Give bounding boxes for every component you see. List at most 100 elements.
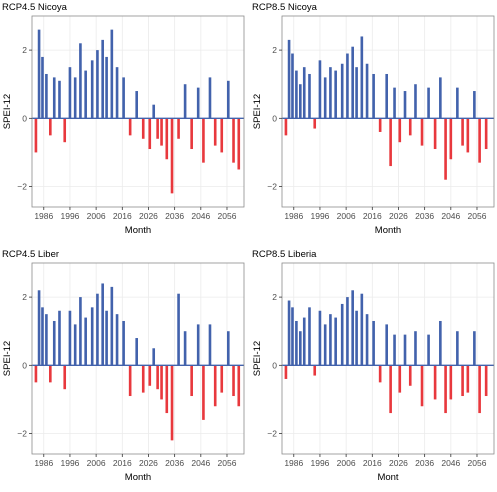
bar-positive <box>385 324 388 366</box>
x-tick-label: 2056 <box>468 211 487 221</box>
bar-positive <box>318 60 322 119</box>
x-tick-label: 2056 <box>218 211 237 221</box>
bar-positive <box>403 91 407 119</box>
panel-title: RCP4.5 Nicoya <box>2 2 68 13</box>
bar-negative <box>170 365 174 441</box>
bar-negative <box>449 118 453 160</box>
bar-negative <box>213 365 217 407</box>
x-tick-label: 2016 <box>363 211 382 221</box>
bar-positive <box>308 73 311 119</box>
chart-panel-3: −2 0 2 1986 1996 2006 2016 2026 2036 2046 2056 RCP4… <box>2 249 245 483</box>
bar-positive <box>110 29 114 119</box>
y-tick-label: −2 <box>267 182 277 192</box>
y-axis-title: SPEI-12 <box>252 341 263 376</box>
bar-positive <box>105 310 108 366</box>
bar-negative <box>148 365 152 386</box>
bar-positive <box>58 310 61 366</box>
bar-positive <box>340 303 344 366</box>
bar-negative <box>34 118 38 153</box>
bar-negative <box>461 118 464 146</box>
bar-positive <box>414 331 417 366</box>
bar-positive <box>302 67 306 119</box>
x-tick-label: 2056 <box>218 458 237 468</box>
bar-positive <box>456 331 459 366</box>
y-tick-label: 2 <box>22 292 27 302</box>
x-tick-label: 2026 <box>389 458 408 468</box>
bar-negative <box>433 118 437 150</box>
bar-negative <box>398 365 402 393</box>
bar-positive <box>58 80 61 119</box>
y-tick-label: −2 <box>267 429 277 439</box>
bar-positive <box>334 70 337 119</box>
bar-positive <box>340 63 344 119</box>
bar-positive <box>226 80 230 119</box>
bar-positive <box>73 324 77 366</box>
bar-negative <box>466 118 470 153</box>
bar-positive <box>41 307 44 366</box>
bar-negative <box>484 118 488 150</box>
x-axis-title: Mont <box>377 472 398 483</box>
bar-positive <box>68 310 72 366</box>
bar-positive <box>110 286 114 366</box>
bar-positive <box>96 50 99 119</box>
bar-positive <box>329 67 332 119</box>
y-tick-label: 0 <box>272 113 277 123</box>
bar-negative <box>165 118 169 160</box>
x-tick-label: 2006 <box>87 458 106 468</box>
bar-positive <box>295 70 298 119</box>
bar-positive <box>439 77 442 119</box>
bar-positive <box>73 77 77 119</box>
y-tick-label: 2 <box>22 45 27 55</box>
x-tick-label: 1986 <box>284 211 303 221</box>
y-axis-title: SPEI-12 <box>252 94 263 129</box>
x-tick-label: 2026 <box>389 211 408 221</box>
bar-positive <box>360 36 364 119</box>
bar-negative <box>378 118 382 132</box>
bar-negative <box>148 118 152 150</box>
x-tick-label: 2026 <box>139 458 158 468</box>
bar-positive <box>473 331 476 366</box>
x-tick-label: 2046 <box>441 211 460 221</box>
bar-positive <box>346 53 349 119</box>
x-tick-label: 2016 <box>113 211 132 221</box>
bar-positive <box>101 283 104 366</box>
bar-negative <box>461 365 464 397</box>
bar-positive <box>355 67 358 119</box>
panel-title: RCP8.5 Nicoya <box>252 2 318 13</box>
bar-negative <box>34 365 38 383</box>
bar-positive <box>427 334 430 366</box>
x-tick-label: 2006 <box>337 211 356 221</box>
bar-positive <box>355 310 358 366</box>
x-tick-label: 1986 <box>284 458 303 468</box>
bar-negative <box>220 118 224 153</box>
bar-negative <box>156 365 159 390</box>
x-axis-title: Month <box>125 472 151 483</box>
bar-positive <box>427 87 430 119</box>
bar-positive <box>152 348 156 366</box>
bar-positive <box>79 297 82 366</box>
bar-negative <box>433 365 437 400</box>
bar-positive <box>41 56 44 119</box>
bar-negative <box>177 118 180 139</box>
bar-positive <box>365 63 369 119</box>
x-tick-label: 2006 <box>337 458 356 468</box>
bar-negative <box>160 365 163 400</box>
bar-negative <box>63 365 67 390</box>
bar-positive <box>287 39 291 119</box>
y-tick-label: −2 <box>17 429 27 439</box>
bar-positive <box>115 314 119 366</box>
bar-positive <box>90 60 94 119</box>
bar-negative <box>128 365 132 397</box>
y-tick-label: 2 <box>272 292 277 302</box>
x-tick-label: 1996 <box>310 458 329 468</box>
x-axis-title: Month <box>125 225 151 236</box>
chart-panel-4: −2 0 2 1986 1996 2006 2016 2026 2036 2046 2056 RCP8… <box>252 249 495 483</box>
bar-positive <box>208 324 212 366</box>
y-tick-label: 0 <box>272 360 277 370</box>
bar-negative <box>190 118 193 150</box>
x-tick-label: 2016 <box>113 458 132 468</box>
y-axis-title: SPEI-12 <box>2 94 13 129</box>
panel-title: RCP8.5 Liberia <box>252 249 317 260</box>
bar-positive <box>96 293 99 366</box>
